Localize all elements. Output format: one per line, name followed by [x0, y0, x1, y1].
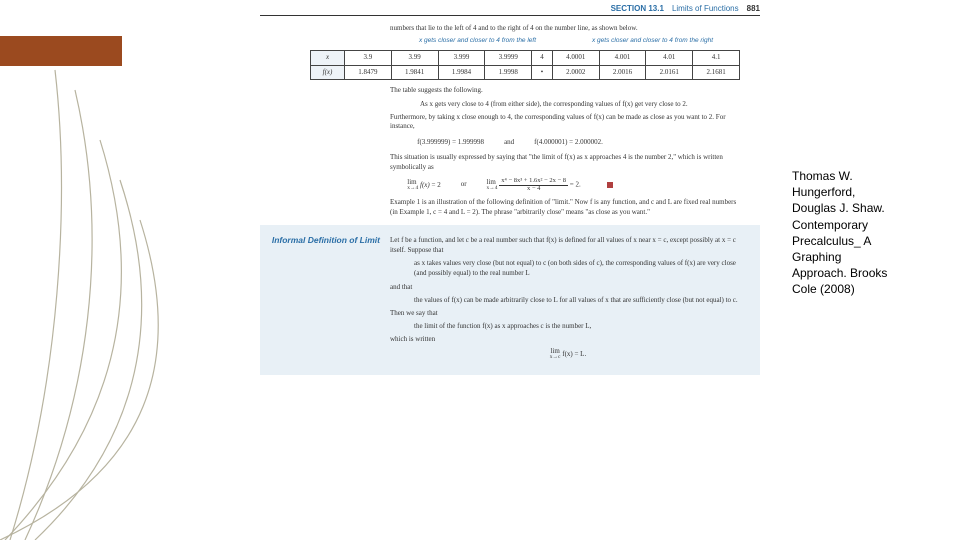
cell: 4.0001 — [552, 51, 599, 65]
cell: 4 — [532, 51, 553, 65]
citation-text: Thomas W. Hungerford, Douglas J. Shaw. C… — [792, 168, 898, 298]
cell: 1.9841 — [391, 65, 438, 79]
suggest-line: The table suggests the following. — [390, 86, 740, 95]
leaf-curves — [0, 70, 158, 540]
cell: • — [532, 65, 553, 79]
cell: 3.999 — [438, 51, 485, 65]
cell: 3.9 — [345, 51, 392, 65]
situation-para: This situation is usually expressed by s… — [390, 153, 740, 172]
cell: 1.8479 — [345, 65, 392, 79]
fraction-denominator: x − 4 — [499, 186, 568, 193]
example-para: Example 1 is an illustration of the foll… — [390, 198, 740, 217]
eq-left: f(3.999999) = 1.999998 — [417, 138, 484, 147]
section-title: Limits of Functions — [672, 4, 739, 13]
values-table: x 3.9 3.99 3.999 3.9999 4 4.0001 4.001 4… — [310, 50, 740, 80]
intro-paragraph: numbers that lie to the left of 4 and to… — [390, 24, 740, 33]
def-then: Then we say that — [390, 308, 746, 318]
eq-and: and — [504, 138, 514, 147]
def-eq-text: f(x) = L. — [562, 350, 586, 358]
table-row: f(x) 1.8479 1.9841 1.9984 1.9998 • 2.000… — [311, 65, 740, 79]
cell: 4.01 — [646, 51, 693, 65]
limit-equation: limx→4 f(x) = 2 or limx→4 x⁴ − 8x³ + 1.6… — [260, 178, 760, 192]
section-label: SECTION 13.1 — [611, 4, 664, 13]
def-p4: the limit of the function f(x) as x appr… — [414, 321, 746, 331]
claim-block: As x gets very close to 4 (from either s… — [420, 100, 720, 109]
def-and: and that — [390, 282, 746, 292]
cell: 2.0002 — [552, 65, 599, 79]
limit-lhs: limx→4 f(x) = 2 — [407, 179, 440, 192]
cell: 4.1 — [693, 51, 740, 65]
page-number: 881 — [747, 4, 760, 13]
def-p1: Let f be a function, and let c be a real… — [390, 235, 746, 255]
end-mark-icon — [607, 182, 613, 188]
slide-decoration — [0, 0, 180, 540]
sample-equations: f(3.999999) = 1.999998 and f(4.000001) =… — [260, 138, 760, 147]
accent-bar — [0, 36, 122, 66]
cell: 2.0016 — [599, 65, 646, 79]
table-row: x 3.9 3.99 3.999 3.9999 4 4.0001 4.001 4… — [311, 51, 740, 65]
definition-box: Informal Definition of Limit Let f be a … — [260, 225, 760, 375]
caption-left: x gets closer and closer to 4 from the l… — [390, 37, 565, 46]
eq-eq: = 2 — [432, 181, 441, 189]
def-p2: as x takes values very close (but not eq… — [414, 258, 746, 278]
cell: 2.0161 — [646, 65, 693, 79]
cell: 1.9984 — [438, 65, 485, 79]
textbook-page: SECTION 13.1 Limits of Functions 881 num… — [260, 4, 760, 536]
decoration-svg — [0, 0, 180, 540]
table-captions: x gets closer and closer to 4 from the l… — [390, 37, 740, 46]
def-equation: limx→c f(x) = L. — [390, 348, 746, 361]
row-label: f(x) — [311, 65, 345, 79]
cell: 4.001 — [599, 51, 646, 65]
furthermore-para: Furthermore, by taking x close enough to… — [390, 113, 740, 132]
page-header: SECTION 13.1 Limits of Functions 881 — [260, 4, 760, 16]
eq-or: or — [461, 180, 467, 189]
eq-right: f(4.000001) = 2.000002. — [534, 138, 603, 147]
def-p3: the values of f(x) can be made arbitrari… — [414, 295, 746, 305]
cell: 3.99 — [391, 51, 438, 65]
cell: 2.1681 — [693, 65, 740, 79]
definition-label: Informal Definition of Limit — [270, 235, 380, 245]
caption-right: x gets closer and closer to 4 from the r… — [565, 37, 740, 46]
row-label: x — [311, 51, 345, 65]
cell: 3.9999 — [485, 51, 532, 65]
cell: 1.9998 — [485, 65, 532, 79]
page-body: numbers that lie to the left of 4 and to… — [260, 24, 760, 375]
def-which: which is written — [390, 334, 746, 344]
eq-result: = 2. — [570, 181, 581, 189]
limit-rhs: limx→4 x⁴ − 8x³ + 1.6x² − 2x − 8 x − 4 =… — [487, 178, 581, 192]
